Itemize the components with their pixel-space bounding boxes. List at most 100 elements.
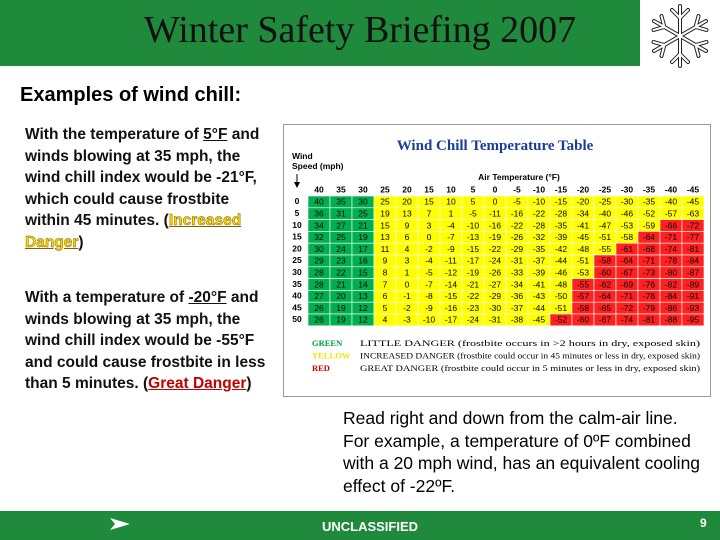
- cell-value: 6: [383, 291, 388, 301]
- temp-header: 25: [380, 184, 390, 194]
- temp-header: -15: [555, 184, 568, 194]
- temp-header: -35: [643, 184, 656, 194]
- cell-value: 21: [358, 220, 368, 230]
- cell-value: 14: [358, 279, 368, 289]
- paragraph: With a temperature of -20°F and winds bl…: [25, 287, 270, 395]
- cell-value: 19: [358, 232, 368, 242]
- cell-value: 4: [405, 244, 410, 254]
- cell-value: 15: [424, 197, 434, 207]
- cell-value: -15: [467, 244, 480, 254]
- legend-color: YELLOW: [312, 350, 351, 360]
- cell-value: -71: [643, 256, 656, 266]
- cell-value: -65: [599, 303, 612, 313]
- cell-value: 20: [336, 291, 346, 301]
- cell-value: -55: [577, 279, 590, 289]
- cell-value: -84: [665, 291, 678, 301]
- cell-value: -22: [467, 291, 480, 301]
- cell-value: -64: [621, 256, 634, 266]
- cell-value: -28: [555, 208, 568, 218]
- cell-value: 9: [405, 220, 410, 230]
- cell-value: -26: [511, 232, 524, 242]
- cell-value: -35: [555, 220, 568, 230]
- cell-value: 0: [493, 197, 498, 207]
- cell-value: 26: [314, 303, 324, 313]
- wind-speed: 35: [292, 279, 302, 289]
- cell-value: -35: [533, 244, 546, 254]
- text: Great Danger: [148, 375, 247, 392]
- cell-value: -37: [511, 303, 524, 313]
- cell-value: 3: [427, 220, 432, 230]
- cell-value: -1: [403, 291, 411, 301]
- cell-value: -16: [445, 303, 458, 313]
- cell-value: -67: [599, 315, 612, 325]
- cell-value: -2: [403, 303, 411, 313]
- cell-value: 40: [314, 197, 324, 207]
- text: ): [78, 233, 84, 251]
- page-number: 9: [700, 516, 707, 530]
- cell-value: -42: [555, 244, 568, 254]
- wind-speed: 30: [292, 267, 302, 277]
- cell-value: -10: [533, 197, 546, 207]
- cell-value: -17: [467, 256, 480, 266]
- cell-value: -2: [425, 244, 433, 254]
- cell-value: -27: [489, 279, 502, 289]
- cell-value: -38: [511, 315, 524, 325]
- cell-value: 9: [383, 256, 388, 266]
- cell-value: 3: [405, 256, 410, 266]
- cell-value: 22: [336, 267, 346, 277]
- legend-text: LITTLE DANGER (frostbite occurs in >2 ho…: [360, 338, 700, 348]
- cell-value: -50: [555, 291, 568, 301]
- cell-value: -64: [599, 291, 612, 301]
- cell-value: -86: [665, 303, 678, 313]
- cell-value: -72: [687, 220, 700, 230]
- cell-value: -62: [599, 279, 612, 289]
- cell-value: 10: [446, 197, 456, 207]
- temp-header: -40: [665, 184, 678, 194]
- cell-value: -7: [425, 279, 433, 289]
- text: and winds blowing at 35 mph, the wind ch…: [25, 126, 260, 229]
- paragraph: With the temperature of 5°F and winds bl…: [25, 124, 270, 253]
- cell-value: -61: [621, 244, 634, 254]
- cell-value: 26: [314, 315, 324, 325]
- cell-value: 1: [449, 208, 454, 218]
- cell-value: -52: [643, 208, 656, 218]
- wind-speed: 5: [295, 208, 300, 218]
- cell-value: 28: [314, 279, 324, 289]
- cell-value: 34: [314, 220, 324, 230]
- wind-speed: 0: [295, 196, 300, 206]
- cell-value: -25: [599, 197, 612, 207]
- cell-value: 36: [314, 208, 324, 218]
- cell-value: -14: [445, 279, 458, 289]
- cell-value: -53: [621, 220, 634, 230]
- cell-value: -44: [533, 303, 546, 313]
- cell-value: -40: [599, 208, 612, 218]
- cell-value: -81: [643, 315, 656, 325]
- cell-value: -29: [489, 291, 502, 301]
- cell-value: -30: [489, 303, 502, 313]
- cell-value: -39: [555, 232, 568, 242]
- cell-value: 6: [405, 232, 410, 242]
- cell-value: -51: [555, 303, 568, 313]
- cell-value: -77: [687, 232, 700, 242]
- temp-header: -30: [621, 184, 634, 194]
- cell-value: -46: [621, 208, 634, 218]
- cell-value: -24: [467, 315, 480, 325]
- temp-header: -10: [533, 184, 546, 194]
- cell-value: 16: [358, 256, 368, 266]
- cell-value: -8: [425, 291, 433, 301]
- cell-value: -13: [467, 232, 480, 242]
- cell-value: -33: [511, 267, 524, 277]
- title-bar: [0, 0, 640, 66]
- cell-value: -74: [665, 244, 678, 254]
- cell-value: -69: [621, 279, 634, 289]
- cell-value: -57: [577, 291, 590, 301]
- cell-value: -7: [447, 232, 455, 242]
- cell-value: -23: [467, 303, 480, 313]
- cell-value: -45: [687, 197, 700, 207]
- temp-header: 10: [446, 184, 456, 194]
- cell-value: -87: [687, 267, 700, 277]
- legend-color: GREEN: [312, 338, 343, 348]
- temp-header: 0: [493, 184, 498, 194]
- cell-value: -31: [489, 315, 502, 325]
